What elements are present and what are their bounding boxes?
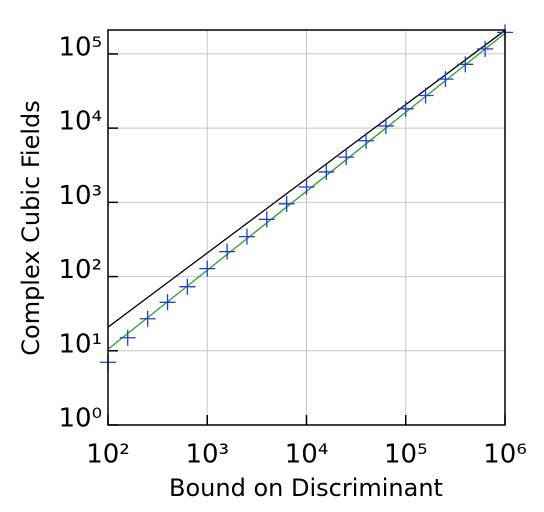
marker <box>119 329 136 346</box>
marker <box>377 117 394 134</box>
marker <box>397 100 414 117</box>
x-tick-label: 10⁴ <box>285 440 329 470</box>
x-tick-label: 10⁵ <box>384 440 428 470</box>
marker <box>298 178 315 195</box>
marker <box>318 163 335 180</box>
x-tick-label: 10² <box>86 440 130 470</box>
marker <box>258 211 275 228</box>
marker <box>457 56 474 73</box>
marker <box>179 278 196 295</box>
y-tick-label: 10³ <box>58 181 102 211</box>
y-axis-label: Complex Cubic Fields <box>17 100 45 356</box>
marker <box>278 195 295 212</box>
marker <box>159 294 176 311</box>
x-tick-label: 10³ <box>185 440 229 470</box>
y-tick-label: 10⁵ <box>58 32 102 62</box>
y-tick-label: 10² <box>58 255 102 285</box>
marker <box>477 40 494 57</box>
marker <box>437 71 454 88</box>
marker <box>338 149 355 166</box>
marker <box>238 228 255 245</box>
x-tick-label: 10⁶ <box>483 440 527 470</box>
y-tick-label: 10¹ <box>58 329 102 359</box>
y-tick-label: 10⁴ <box>58 107 102 137</box>
marker <box>139 310 156 327</box>
y-tick-label: 10⁰ <box>58 404 102 434</box>
plot-frame <box>107 29 506 426</box>
marker <box>358 132 375 149</box>
x-axis-label: Bound on Discriminant <box>169 474 443 502</box>
marker <box>417 87 434 104</box>
marker <box>199 260 216 277</box>
marker <box>219 243 236 260</box>
